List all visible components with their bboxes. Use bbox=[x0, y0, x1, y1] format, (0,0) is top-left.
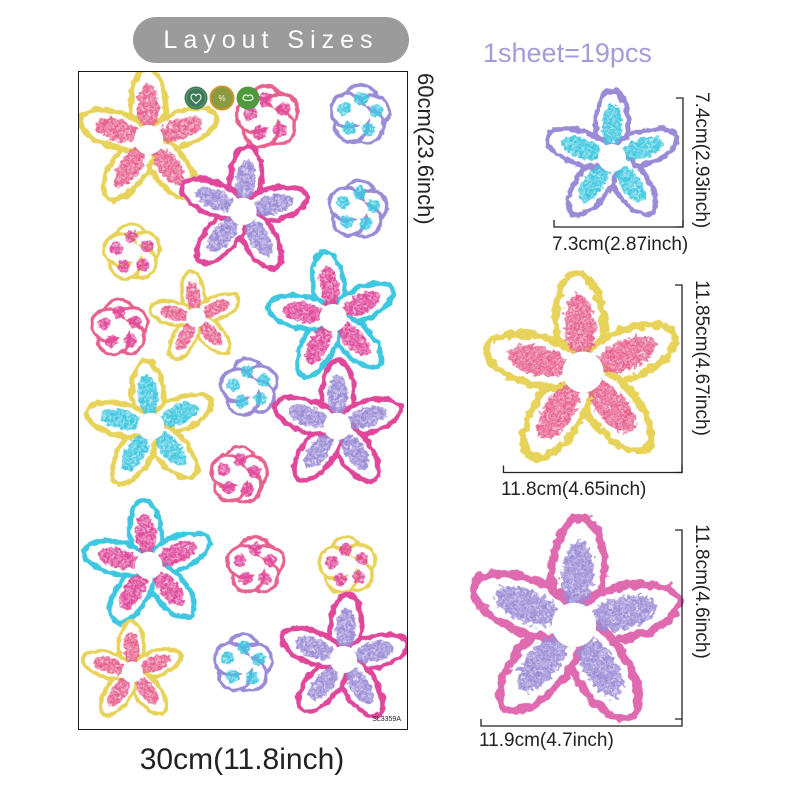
svg-text:%: % bbox=[218, 94, 225, 103]
